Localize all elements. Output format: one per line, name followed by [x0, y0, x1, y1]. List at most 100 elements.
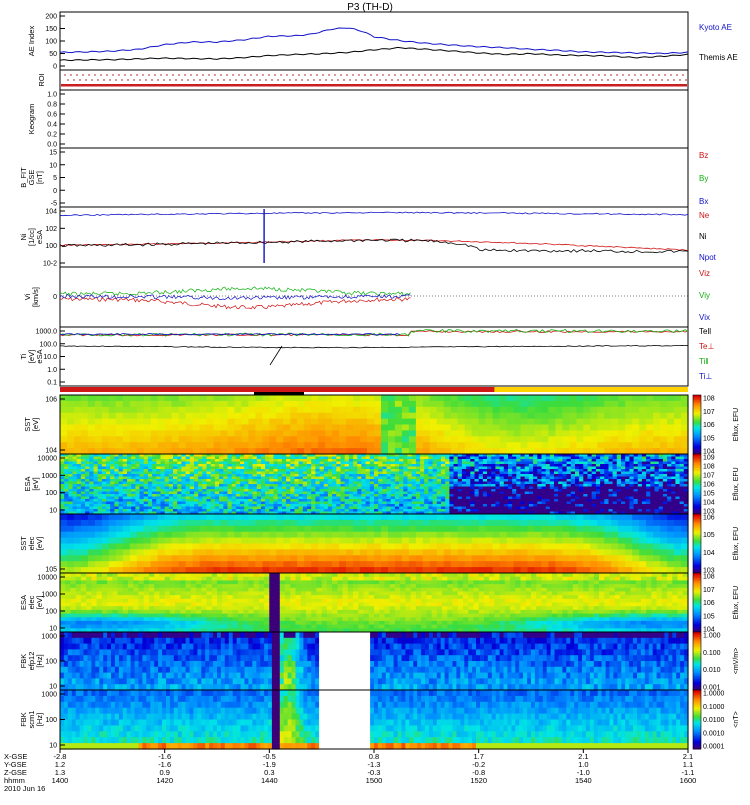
heatmap-cell: [311, 407, 319, 414]
heatmap-cell: [542, 430, 550, 437]
heatmap-cell: [207, 430, 215, 437]
heatmap-cell: [409, 413, 417, 420]
heatmap-cell: [430, 413, 438, 420]
heatmap-cell: [374, 442, 382, 449]
ae-tick-label: 150: [45, 26, 57, 33]
heatmap-cell: [472, 413, 480, 420]
heatmap-cell: [521, 436, 529, 443]
heatmap-cell: [590, 425, 598, 432]
heatmap-cell: [444, 425, 452, 432]
heatmap-cell: [74, 436, 82, 443]
esa-e-cb-label: Eflux, EFU: [733, 467, 740, 500]
heatmap-cell: [423, 401, 431, 408]
heatmap-cell: [395, 436, 403, 443]
heatmap-cell: [207, 419, 215, 426]
density-legend-1: Ni: [699, 232, 707, 241]
heatmap-cell: [158, 442, 166, 449]
esa-e-tick-label: 1000: [41, 473, 57, 480]
heatmap-cell: [346, 419, 354, 426]
heatmap-cell: [241, 430, 249, 437]
heatmap-cell: [611, 419, 619, 426]
heatmap-cell: [214, 425, 222, 432]
heatmap-cell: [269, 430, 277, 437]
heatmap-cell: [221, 436, 229, 443]
heatmap-cell: [625, 442, 633, 449]
temperature-spike: [270, 346, 282, 365]
heatmap-cell: [611, 407, 619, 414]
heatmap-cell: [381, 401, 389, 408]
heatmap-cell: [346, 430, 354, 437]
heatmap-cell: [130, 407, 138, 414]
heatmap-cell: [402, 401, 410, 408]
heatmap-cell: [276, 436, 284, 443]
heatmap-cell: [172, 430, 180, 437]
heatmap-cell: [214, 436, 222, 443]
heatmap-cell: [109, 442, 117, 449]
heatmap-cell: [95, 419, 103, 426]
heatmap-cell: [437, 425, 445, 432]
heatmap-cell: [381, 425, 389, 432]
heatmap-cell: [158, 430, 166, 437]
heatmap-cell: [625, 395, 633, 402]
heatmap-cell: [402, 442, 410, 449]
heatmap-cell: [569, 419, 577, 426]
bfit-frame: [60, 148, 688, 207]
heatmap-cell: [214, 401, 222, 408]
heatmap-cell: [283, 401, 291, 408]
heatmap-cell: [179, 395, 187, 402]
heatmap-cell: [639, 419, 647, 426]
heatmap-cell: [332, 413, 340, 420]
heatmap-cell: [88, 538, 96, 545]
heatmap-cell: [276, 395, 284, 402]
heatmap-cell: [123, 401, 131, 408]
heatmap-cell: [528, 401, 536, 408]
heatmap-cell: [458, 442, 466, 449]
heatmap-cell: [221, 407, 229, 414]
heatmap-cell: [437, 442, 445, 449]
heatmap-cell: [102, 407, 110, 414]
heatmap-cell: [674, 419, 682, 426]
heatmap-cell: [618, 425, 626, 432]
heatmap-cell: [207, 407, 215, 414]
heatmap-cell: [304, 419, 312, 426]
heatmap-cell: [479, 442, 487, 449]
heatmap-cell: [514, 401, 522, 408]
heatmap-cell: [290, 413, 298, 420]
heatmap-cell: [486, 395, 494, 402]
heatmap-cell: [444, 413, 452, 420]
heatmap-cell: [555, 419, 563, 426]
heatmap-cell: [158, 419, 166, 426]
heatmap-cell: [674, 395, 682, 402]
heatmap-cell: [74, 442, 82, 449]
heatmap-cell: [95, 413, 103, 420]
esa-e-colorbar: [693, 454, 701, 515]
heatmap-cell: [262, 425, 270, 432]
heatmap-cell: [81, 442, 89, 449]
heatmap-cell: [318, 407, 326, 414]
density-series-2: [60, 212, 688, 216]
heatmap-cell: [241, 419, 249, 426]
heatmap-cell: [500, 401, 508, 408]
heatmap-cell: [639, 413, 647, 420]
ae-ylabel-line: AE Index: [27, 26, 36, 57]
heatmap-cell: [416, 401, 424, 408]
heatmap-cell: [339, 413, 347, 420]
density-ylabel-line: eSA: [35, 230, 44, 244]
heatmap-cell: [632, 401, 640, 408]
keogram-tick-label: 0.6: [47, 112, 57, 119]
heatmap-cell: [95, 436, 103, 443]
heatmap-cell: [102, 425, 110, 432]
heatmap-cell: [458, 407, 466, 414]
heatmap-cell: [123, 425, 131, 432]
heatmap-cell: [116, 425, 124, 432]
heatmap-cell: [262, 419, 270, 426]
heatmap-cell: [590, 430, 598, 437]
heatmap-cell: [241, 401, 249, 408]
temperature-tick-label: 0.1: [47, 380, 57, 387]
heatmap-cell: [402, 436, 410, 443]
heatmap-cell: [465, 419, 473, 426]
bfit-ylabel-line: [nT]: [35, 171, 44, 184]
sst-e-ylabel-line: [eV]: [31, 418, 40, 431]
heatmap-cell: [81, 555, 89, 562]
heatmap-cell: [241, 436, 249, 443]
